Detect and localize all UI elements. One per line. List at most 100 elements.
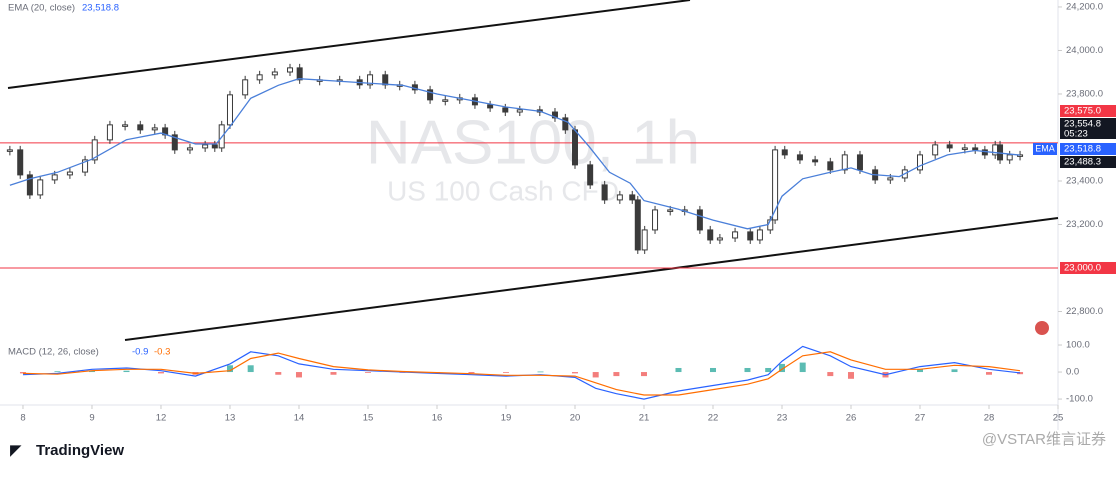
histogram-bar	[951, 369, 958, 373]
ema-tag	[1033, 143, 1057, 155]
histogram-bar	[502, 372, 509, 373]
price-tag	[1060, 156, 1116, 168]
histogram-bar	[1017, 372, 1024, 375]
candle	[781, 149, 788, 156]
x-tick-label: 21	[639, 413, 650, 424]
candle	[827, 161, 834, 171]
histogram-bar	[537, 371, 544, 373]
ema-legend: EMA (20, close)	[8, 3, 75, 14]
candle	[427, 89, 434, 101]
x-tick-label: 22	[708, 413, 719, 424]
candle	[171, 134, 178, 151]
candle	[367, 74, 374, 86]
y-tick-label: 0.0	[1066, 367, 1079, 378]
candle	[82, 159, 89, 173]
candle	[946, 144, 953, 149]
histogram-bar	[54, 371, 61, 373]
candle	[641, 229, 648, 251]
histogram-bar	[778, 363, 785, 373]
price-tag-label: 23,000.0	[1064, 263, 1101, 274]
candle	[601, 184, 608, 201]
candle	[487, 104, 494, 109]
histogram-bar	[364, 372, 371, 373]
candle	[502, 107, 509, 113]
candle	[26, 174, 33, 196]
macd-legend: MACD (12, 26, close)	[8, 347, 99, 358]
brand-logo: ◤	[10, 442, 22, 459]
histogram-bar	[247, 365, 254, 373]
candle	[287, 67, 294, 73]
candle	[1017, 154, 1024, 157]
y-tick-label: 23,800.0	[1066, 88, 1103, 99]
histogram-bar	[226, 365, 233, 373]
x-tick-label: 19	[501, 413, 512, 424]
candle	[772, 149, 779, 221]
histogram-bar	[88, 370, 95, 373]
macd-legend-value: -0.3	[154, 347, 170, 358]
candle	[616, 194, 623, 201]
candle	[571, 129, 578, 166]
y-tick-label: 24,200.0	[1066, 1, 1103, 12]
candle	[887, 177, 894, 181]
candle	[796, 154, 803, 161]
x-tick-label: 27	[915, 413, 926, 424]
candle	[716, 237, 723, 241]
histogram-bar	[744, 367, 751, 373]
candle	[634, 199, 641, 251]
x-tick-label: 14	[294, 413, 305, 424]
watermark-sub: US 100 Cash CFD	[387, 175, 619, 206]
histogram-bar	[592, 372, 599, 378]
brand: TradingView	[36, 442, 124, 459]
histogram-bar	[613, 372, 620, 377]
candle	[442, 99, 449, 102]
x-tick-label: 12	[156, 413, 167, 424]
price-tag	[1060, 118, 1116, 130]
price-tag-label: 05:23	[1064, 129, 1088, 140]
candle	[211, 144, 218, 149]
histogram-bar	[295, 372, 302, 378]
ema-legend-value: 23,518.8	[82, 3, 119, 14]
macd-legend-value: -0.9	[132, 347, 148, 358]
price-tag-label: 23,518.8	[1064, 144, 1101, 155]
price-tag-label: 23,554.8	[1064, 119, 1101, 130]
candle	[1006, 154, 1013, 161]
candle	[226, 94, 233, 126]
histogram-bar	[847, 372, 854, 379]
candle	[732, 231, 739, 239]
histogram-bar	[123, 370, 130, 373]
candle	[652, 209, 659, 231]
candle	[137, 124, 144, 131]
x-tick-label: 28	[984, 413, 995, 424]
histogram-bar	[571, 372, 578, 374]
histogram-bar	[640, 372, 647, 377]
candle	[932, 144, 939, 156]
candle	[296, 67, 303, 81]
trend-line	[124, 217, 1059, 341]
x-tick-label: 9	[89, 413, 94, 424]
candle	[856, 154, 863, 171]
line	[22, 351, 1021, 396]
histogram-bar	[157, 372, 164, 374]
candle	[106, 124, 113, 141]
y-tick-label: 23,200.0	[1066, 219, 1103, 230]
candle	[562, 117, 569, 131]
candle	[961, 147, 968, 150]
candle	[51, 174, 58, 181]
candle	[981, 149, 988, 156]
flag-icon	[1035, 321, 1049, 335]
histogram-bar	[799, 362, 806, 373]
candle	[707, 229, 714, 241]
histogram-bar	[916, 369, 923, 373]
credit: @VSTAR维言证券	[982, 431, 1106, 448]
candle	[186, 147, 193, 151]
x-tick-label: 25	[1053, 413, 1064, 424]
y-tick-label: 24,000.0	[1066, 45, 1103, 56]
x-tick-label: 20	[570, 413, 581, 424]
candle	[37, 179, 44, 196]
ema-tag-label: EMA	[1035, 143, 1055, 153]
candle	[17, 149, 24, 176]
line	[22, 345, 1021, 400]
histogram-bar	[275, 372, 282, 375]
histogram-bar	[827, 372, 834, 377]
candle	[6, 149, 13, 152]
